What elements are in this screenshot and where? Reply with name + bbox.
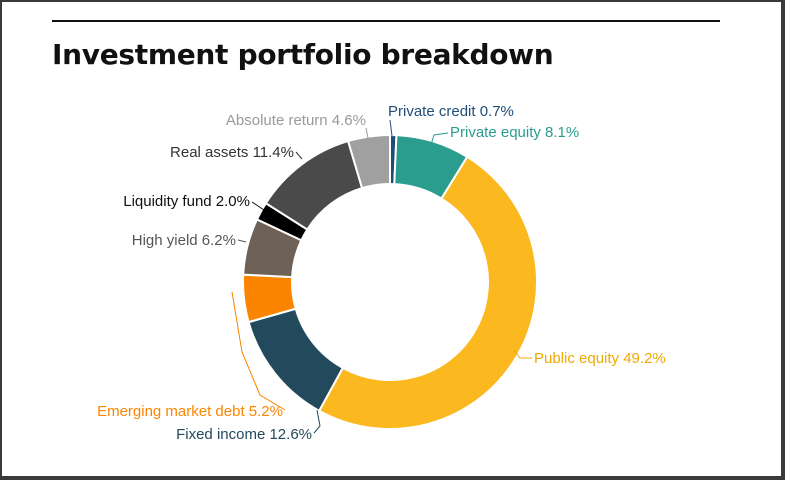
leader-line-private-equity bbox=[429, 132, 449, 149]
leader-line-liquidity-fund bbox=[251, 201, 265, 211]
data-label-liquidity-fund: Liquidity fund 2.0% bbox=[123, 193, 250, 210]
leader-line-private-credit bbox=[389, 119, 393, 137]
slice-fixed-income bbox=[247, 307, 345, 413]
data-label-public-equity: Public equity 49.2% bbox=[534, 350, 666, 367]
leader-line-real-assets bbox=[295, 151, 303, 160]
data-label-private-credit: Private credit 0.7% bbox=[388, 103, 514, 120]
data-label-real-assets: Real assets 11.4% bbox=[170, 144, 294, 161]
leader-line-absolute-return bbox=[365, 127, 369, 139]
leader-line-fixed-income bbox=[313, 409, 321, 434]
page-title: Investment portfolio breakdown bbox=[52, 38, 554, 71]
data-label-fixed-income: Fixed income 12.6% bbox=[176, 426, 312, 443]
slice-public-equity bbox=[317, 155, 538, 430]
leader-line-public-equity bbox=[513, 349, 532, 359]
data-label-private-equity: Private equity 8.1% bbox=[450, 124, 579, 141]
data-label-emerging-market-debt: Emerging market debt 5.2% bbox=[97, 403, 283, 420]
leader-line-high-yield bbox=[237, 239, 247, 243]
leader-line-emerging-market-debt bbox=[231, 291, 286, 411]
data-label-high-yield: High yield 6.2% bbox=[132, 232, 236, 249]
slice-absolute-return bbox=[346, 133, 391, 190]
data-label-absolute-return: Absolute return 4.6% bbox=[226, 112, 366, 129]
top-rule bbox=[52, 20, 720, 22]
